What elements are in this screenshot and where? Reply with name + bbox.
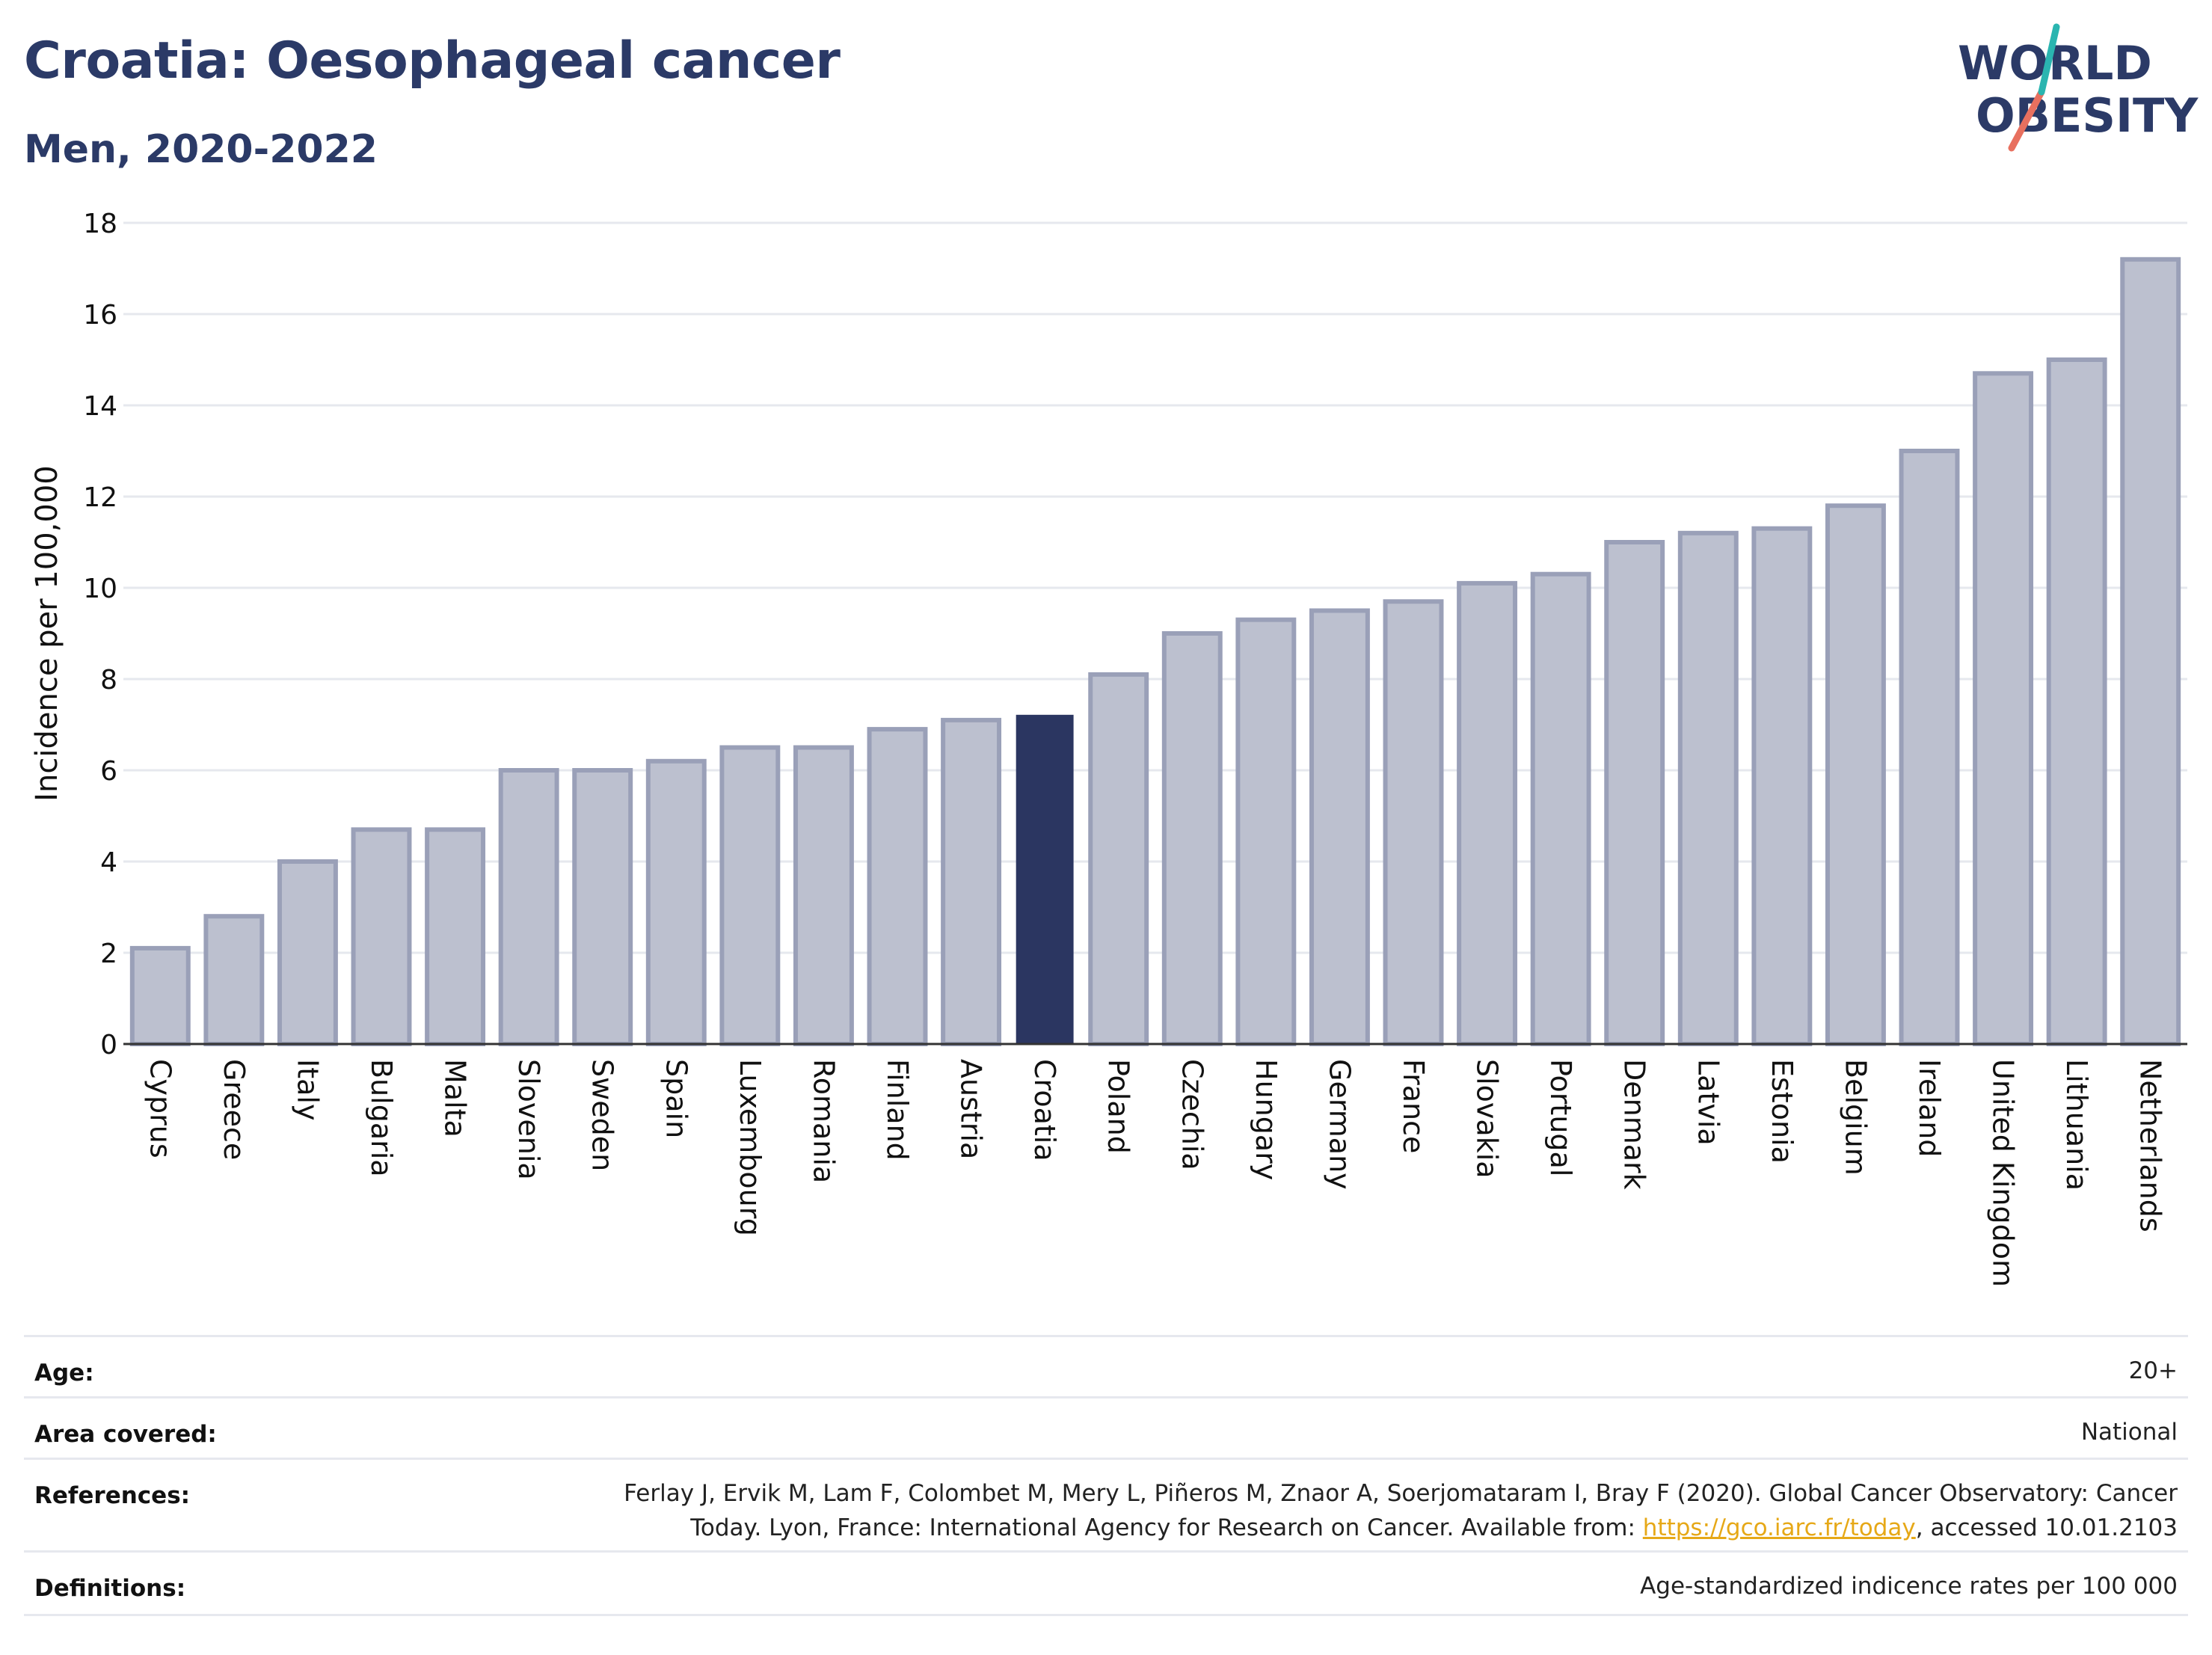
references-link[interactable]: https://gco.iarc.fr/today xyxy=(1642,1514,1916,1541)
y-axis-label: Incidence per 100,000 xyxy=(30,465,64,802)
logo-slash-red xyxy=(2008,88,2045,152)
x-tick-label: Poland xyxy=(1102,1059,1135,1154)
x-tick-label: Netherlands xyxy=(2134,1059,2167,1232)
y-tick-label: 18 xyxy=(83,209,117,239)
x-tick-label: Finland xyxy=(881,1059,914,1161)
x-tick-label: Germany xyxy=(1323,1059,1356,1190)
bar xyxy=(1973,371,2034,1046)
logo-slash-teal xyxy=(2038,23,2060,96)
bar xyxy=(1235,617,1297,1046)
y-tick-label: 8 xyxy=(100,665,117,696)
bar xyxy=(1383,599,1444,1046)
x-tick-label: Croatia xyxy=(1028,1059,1061,1161)
x-tick-label: Bulgaria xyxy=(365,1059,398,1177)
bar xyxy=(1899,449,1960,1046)
bar xyxy=(1751,526,1813,1046)
bar xyxy=(572,768,633,1046)
bar xyxy=(425,827,486,1047)
x-tick-label: France xyxy=(1397,1059,1430,1153)
meta-definitions-value: Age-standardized indicence rates per 100… xyxy=(1640,1573,2178,1600)
x-tick-label: Slovenia xyxy=(512,1059,545,1180)
x-tick-label: Latvia xyxy=(1692,1059,1724,1146)
bar xyxy=(1309,608,1370,1046)
bar xyxy=(867,727,928,1046)
meta-definitions-label: Definitions: xyxy=(34,1575,186,1602)
x-tick-label: Ireland xyxy=(1913,1059,1946,1157)
x-tick-label: Lithuania xyxy=(2060,1059,2093,1191)
bar xyxy=(2046,357,2107,1046)
bar xyxy=(1088,672,1149,1047)
bar xyxy=(1530,571,1591,1046)
logo-line2: OBESITY xyxy=(1976,88,2199,143)
x-tick-label: Hungary xyxy=(1250,1059,1282,1180)
bar xyxy=(351,827,412,1047)
y-tick-label: 14 xyxy=(83,391,117,422)
references-line2-post: , accessed 10.01.2103 xyxy=(1915,1514,2178,1541)
references-line2-pre: Today. Lyon, France: International Agenc… xyxy=(690,1514,1643,1541)
y-tick-label: 0 xyxy=(100,1030,117,1060)
bar xyxy=(1604,540,1665,1046)
references-line2: Today. Lyon, France: International Agenc… xyxy=(624,1511,2178,1545)
x-tick-label: Malta xyxy=(439,1059,472,1137)
meta-row-age: Age: 20+ xyxy=(24,1335,2188,1398)
y-tick-label: 4 xyxy=(100,847,117,878)
meta-age-value: 20+ xyxy=(2128,1357,2178,1384)
references-line1: Ferlay J, Ervik M, Lam F, Colombet M, Me… xyxy=(624,1480,2178,1507)
x-tick-label: Denmark xyxy=(1618,1059,1651,1190)
x-tick-label: Greece xyxy=(218,1059,251,1160)
y-tick-label: 10 xyxy=(83,574,117,604)
x-tick-label: Cyprus xyxy=(144,1059,176,1158)
x-tick-label: Spain xyxy=(660,1059,692,1138)
meta-row-definitions: Definitions: Age-standardized indicence … xyxy=(24,1550,2188,1616)
meta-references-label: References: xyxy=(34,1482,191,1509)
bar xyxy=(1161,631,1223,1046)
x-tick-label: Luxembourg xyxy=(734,1059,766,1236)
x-tick-label: Estonia xyxy=(1766,1059,1798,1164)
bar xyxy=(498,768,559,1046)
x-tick-label: Romania xyxy=(807,1059,840,1183)
meta-row-references: References: Ferlay J, Ervik M, Lam F, Co… xyxy=(24,1458,2188,1553)
bar xyxy=(1016,714,1074,1045)
meta-age-label: Age: xyxy=(34,1360,94,1387)
bar xyxy=(1457,580,1518,1046)
x-tick-label: Sweden xyxy=(586,1059,619,1171)
bar xyxy=(203,914,265,1046)
x-tick-label: United Kingdom xyxy=(1987,1059,2020,1287)
x-tick-label: Slovakia xyxy=(1471,1059,1504,1179)
meta-area-value: National xyxy=(2080,1419,2178,1446)
bar xyxy=(129,945,191,1047)
world-obesity-logo: WORLD OBESITY xyxy=(1958,23,2199,152)
bar xyxy=(277,859,338,1046)
meta-row-area: Area covered: National xyxy=(24,1396,2188,1460)
bar xyxy=(1677,530,1739,1046)
bar xyxy=(793,745,854,1046)
y-tick-label: 6 xyxy=(100,756,117,787)
x-tick-label: Czechia xyxy=(1176,1059,1208,1170)
x-tick-label: Portugal xyxy=(1544,1059,1577,1176)
bar xyxy=(645,758,707,1046)
x-tick-label: Belgium xyxy=(1839,1059,1872,1176)
y-tick-label: 16 xyxy=(83,300,117,331)
y-tick-label: 12 xyxy=(83,482,117,513)
y-tick-label: 2 xyxy=(100,939,117,969)
meta-area-label: Area covered: xyxy=(34,1421,217,1448)
bar xyxy=(941,717,1002,1047)
meta-references-value: Ferlay J, Ervik M, Lam F, Colombet M, Me… xyxy=(624,1476,2178,1545)
bar xyxy=(1825,503,1886,1046)
bar-chart: 0 2 4 6 8 10 12 14 16 18 Incidence per 100,000 Cypr… xyxy=(30,209,2187,1287)
chart-title: Croatia: Oesophageal cancer xyxy=(24,31,841,90)
x-tick-label: Italy xyxy=(291,1059,324,1120)
x-tick-label: Austria xyxy=(955,1059,988,1159)
bar xyxy=(719,745,781,1046)
bar xyxy=(2120,257,2181,1046)
chart-subtitle: Men, 2020-2022 xyxy=(24,127,378,172)
